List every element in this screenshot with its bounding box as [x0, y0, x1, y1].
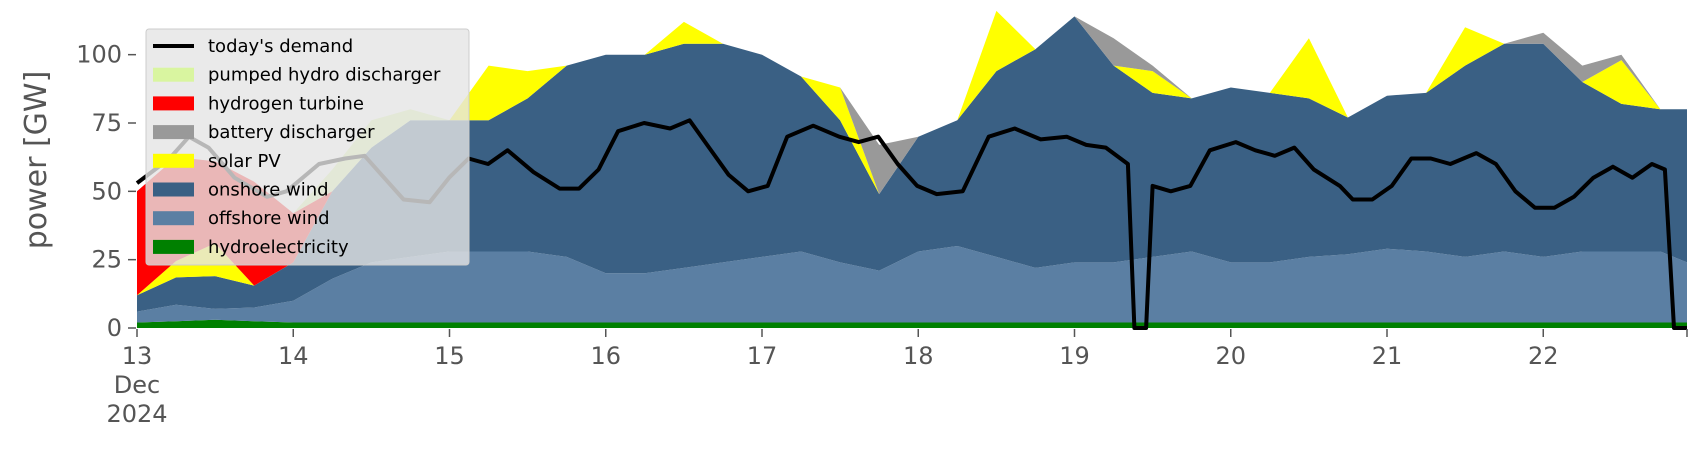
y-tick-label: 100 [76, 41, 122, 69]
legend-label: hydrogen turbine [208, 93, 364, 114]
x-tick-label: 20 [1215, 342, 1246, 370]
y-tick-label: 25 [91, 246, 122, 274]
legend-swatch-battery-discharger [153, 125, 194, 140]
x-tick-label: 19 [1059, 342, 1090, 370]
x-tick-label: 17 [747, 342, 778, 370]
legend-label: onshore wind [208, 180, 329, 201]
legend: today's demand pumped hydro discharger hyd… [145, 28, 470, 266]
area-battery-discharger [137, 10, 1687, 296]
area-solar-PV [137, 10, 1687, 296]
legend-swatch-hydroelectricity [153, 239, 194, 254]
legend-swatch-pumped-hydro-discharger [153, 67, 194, 82]
legend-label: hydroelectricity [208, 237, 349, 258]
axes: power [GW] 0 25 50 75 100 13 Dec 2024 14 15 16 17 18… [19, 41, 1688, 428]
stacked-areas [137, 10, 1687, 328]
y-tick-label: 75 [91, 109, 122, 137]
x-tick-label: 13 Dec 2024 [106, 342, 167, 428]
legend-swatch-solar-pv [153, 153, 194, 168]
area-hydroelectricity [137, 319, 1687, 328]
y-tick-label: 0 [107, 314, 122, 342]
x-tick-label: 18 [903, 342, 934, 370]
legend-label: offshore wind [208, 208, 330, 229]
x-tick-label: 22 [1528, 342, 1559, 370]
legend-box [145, 28, 470, 266]
x-tick-label: 21 [1372, 342, 1403, 370]
legend-label: solar PV [208, 151, 281, 172]
legend-swatch-hydrogen-turbine [153, 96, 194, 111]
legend-label: battery discharger [208, 122, 375, 143]
y-tick-label: 50 [91, 177, 122, 205]
legend-swatch-onshore-wind [153, 182, 194, 197]
area-offshore-wind [137, 246, 1687, 323]
legend-label: today's demand [208, 36, 353, 57]
x-tick-label: 15 [434, 342, 465, 370]
x-tick-label: 16 [590, 342, 621, 370]
y-axis-title: power [GW] [19, 71, 54, 250]
area-onshore-wind [137, 16, 1687, 312]
x-tick-label: 14 [278, 342, 309, 370]
legend-swatch-offshore-wind [153, 211, 194, 226]
legend-label: pumped hydro discharger [208, 65, 441, 86]
